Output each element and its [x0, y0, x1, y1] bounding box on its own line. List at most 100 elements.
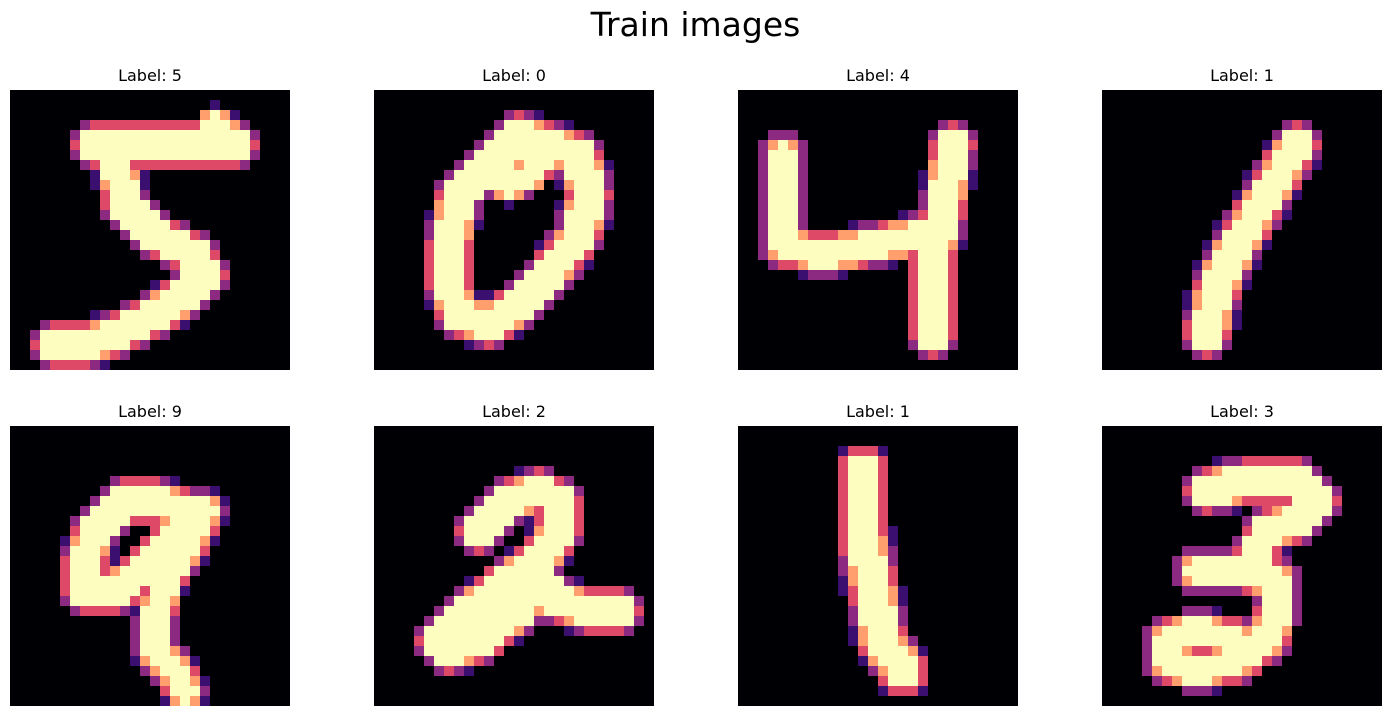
pixel [1252, 566, 1262, 576]
pixel [788, 170, 798, 180]
pixel [908, 666, 918, 676]
pixel [494, 626, 504, 636]
pixel [838, 240, 848, 250]
pixel [624, 596, 634, 606]
pixel [1262, 180, 1272, 190]
pixel [130, 340, 140, 350]
pixel [160, 250, 170, 260]
pixel [434, 616, 444, 626]
pixel [30, 330, 40, 340]
pixel [90, 150, 100, 160]
pixel [484, 180, 494, 190]
pixel [170, 476, 180, 486]
pixel [534, 140, 544, 150]
pixel [554, 516, 564, 526]
pixel [534, 486, 544, 496]
pixel [858, 626, 868, 636]
pixel [494, 556, 504, 566]
digit-pixel-grid [374, 90, 654, 370]
pixel [564, 606, 574, 616]
pixel [918, 280, 928, 290]
pixel [888, 606, 898, 616]
pixel [1192, 636, 1202, 646]
pixel [424, 616, 434, 626]
pixel [584, 260, 594, 270]
pixel [454, 200, 464, 210]
pixel [1282, 596, 1292, 606]
pixel [110, 150, 120, 160]
pixel [150, 120, 160, 130]
pixel [200, 536, 210, 546]
image-panel-2: Label: 0 [374, 62, 654, 370]
pixel [1272, 576, 1282, 586]
pixel [170, 280, 180, 290]
pixel [768, 140, 778, 150]
pixel [1262, 526, 1272, 536]
pixel [200, 486, 210, 496]
pixel [120, 310, 130, 320]
pixel [534, 300, 544, 310]
pixel [434, 636, 444, 646]
pixel [1232, 270, 1242, 280]
pixel [868, 526, 878, 536]
pixel [150, 596, 160, 606]
pixel [180, 506, 190, 516]
pixel [1262, 606, 1272, 616]
pixel [220, 496, 230, 506]
pixel [60, 320, 70, 330]
pixel [1202, 290, 1212, 300]
pixel [1242, 270, 1252, 280]
pixel [524, 626, 534, 636]
pixel [768, 240, 778, 250]
pixel [758, 200, 768, 210]
pixel [928, 210, 938, 220]
pixel [70, 360, 80, 370]
pixel [604, 586, 614, 596]
pixel [1282, 160, 1292, 170]
pixel [140, 506, 150, 516]
pixel [444, 300, 454, 310]
pixel [948, 310, 958, 320]
pixel [594, 170, 604, 180]
pixel [210, 100, 220, 110]
pixel [170, 140, 180, 150]
pixel [1252, 516, 1262, 526]
pixel [454, 230, 464, 240]
pixel [90, 310, 100, 320]
pixel [888, 536, 898, 546]
pixel [818, 240, 828, 250]
pixel [514, 486, 524, 496]
pixel [948, 260, 958, 270]
pixel [554, 586, 564, 596]
pixel [544, 546, 554, 556]
pixel [838, 230, 848, 240]
pixel [948, 180, 958, 190]
pixel [788, 210, 798, 220]
pixel [230, 150, 240, 160]
pixel [474, 586, 484, 596]
pixel [868, 476, 878, 486]
pixel [1292, 536, 1302, 546]
pixel [424, 300, 434, 310]
pixel [818, 250, 828, 260]
pixel [888, 250, 898, 260]
pixel [504, 576, 514, 586]
pixel [80, 566, 90, 576]
pixel [140, 130, 150, 140]
pixel [454, 666, 464, 676]
pixel [504, 290, 514, 300]
pixel [564, 230, 574, 240]
pixel [170, 596, 180, 606]
pixel [938, 190, 948, 200]
pixel [1232, 300, 1242, 310]
pixel [90, 350, 100, 360]
pixel [150, 210, 160, 220]
digit-image [1102, 90, 1382, 370]
pixel [434, 280, 444, 290]
pixel [858, 466, 868, 476]
pixel [484, 646, 494, 656]
pixel [1212, 230, 1222, 240]
pixel [1192, 626, 1202, 636]
pixel [848, 486, 858, 496]
pixel [160, 546, 170, 556]
